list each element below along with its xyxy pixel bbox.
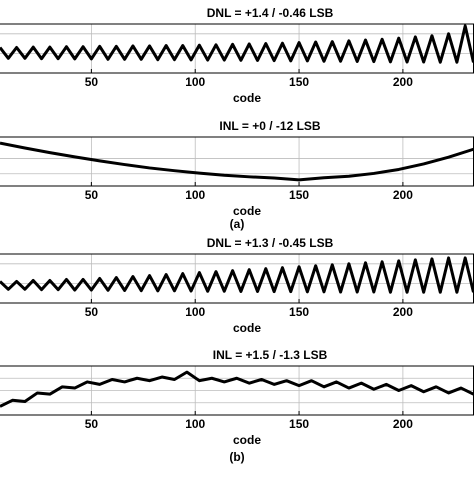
x-tick-label: 150 [289,188,309,202]
data-line [0,141,474,182]
chart-title: INL = +1.5 / -1.3 LSB [213,348,328,362]
chart-title: DNL = +1.3 / -0.45 LSB [207,236,334,250]
x-tick-label: 200 [393,305,413,319]
x-tick-label: 100 [185,75,205,89]
caption: (a) [230,217,245,231]
plot-frame [0,136,474,187]
data-line [0,370,474,408]
x-tick-label: 100 [185,417,205,431]
x-axis-label: code [233,204,261,218]
x-tick-label: 200 [393,75,413,89]
x-tick-label: 200 [393,417,413,431]
x-tick-label: 150 [289,417,309,431]
data-line [0,256,474,294]
x-axis-label: code [233,321,261,335]
x-tick-label: 150 [289,305,309,319]
x-tick-label: 50 [85,417,99,431]
x-tick-label: 100 [185,188,205,202]
x-axis-label: code [233,433,261,447]
chart-title: DNL = +1.4 / -0.46 LSB [207,6,334,20]
caption: (b) [229,450,244,464]
chart-title: INL = +0 / -12 LSB [219,119,320,133]
x-tick-label: 50 [85,75,99,89]
x-tick-label: 50 [85,305,99,319]
x-tick-label: 150 [289,75,309,89]
x-tick-label: 200 [393,188,413,202]
data-line [0,24,474,64]
x-axis-label: code [233,91,261,105]
x-tick-label: 100 [185,305,205,319]
x-tick-label: 50 [85,188,99,202]
